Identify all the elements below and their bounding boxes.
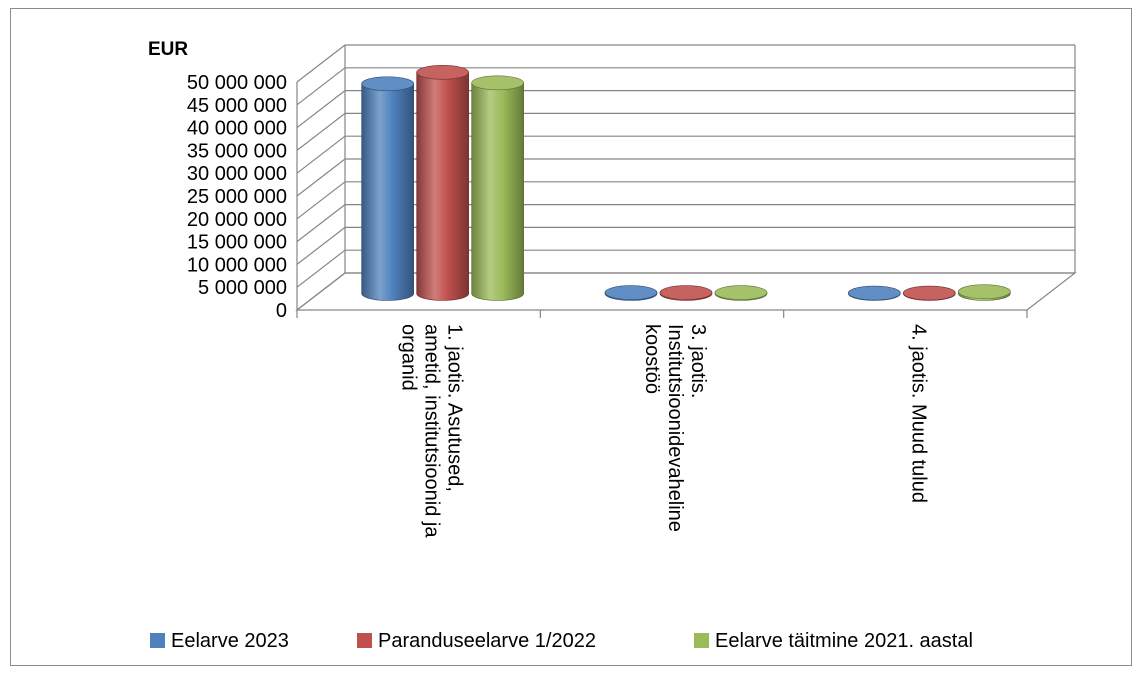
legend-label: Paranduseelarve 1/2022 bbox=[378, 630, 596, 652]
side-gridline bbox=[296, 204, 346, 243]
bar-top bbox=[361, 76, 414, 92]
bars bbox=[361, 65, 1011, 301]
bar bbox=[416, 65, 469, 301]
bar bbox=[471, 75, 524, 301]
bar-body bbox=[471, 82, 524, 301]
bar-top bbox=[416, 65, 469, 80]
side-gridline bbox=[296, 135, 346, 174]
side-gridline bbox=[296, 226, 346, 265]
legend-item: Paranduseelarve 1/2022 bbox=[357, 630, 596, 652]
y-unit-label: EUR bbox=[148, 39, 188, 60]
legend-label: Eelarve täitmine 2021. aastal bbox=[715, 630, 973, 652]
side-gridline bbox=[296, 90, 346, 129]
bar bbox=[903, 285, 956, 301]
bar bbox=[361, 76, 414, 301]
side-gridline bbox=[296, 249, 346, 288]
y-tick-label: 0 bbox=[276, 300, 287, 322]
y-tick-label: 40 000 000 bbox=[187, 118, 287, 140]
chart-frame bbox=[10, 8, 1132, 666]
side-gridline bbox=[296, 44, 346, 83]
bar bbox=[958, 284, 1011, 301]
side-gridline bbox=[296, 272, 346, 311]
y-tick-label: 35 000 000 bbox=[187, 140, 287, 162]
bar-top bbox=[848, 285, 901, 301]
legend-item: Eelarve täitmine 2021. aastal bbox=[694, 630, 973, 652]
bar bbox=[604, 285, 658, 301]
x-category-labels: 1. jaotis. Asutused,ametid, institutsioo… bbox=[398, 324, 930, 538]
bar bbox=[659, 285, 713, 301]
y-tick-label: 20 000 000 bbox=[187, 209, 287, 231]
legend: Eelarve 2023 Paranduseelarve 1/2022 Eelarv… bbox=[150, 630, 973, 652]
bar bbox=[848, 285, 901, 301]
x-category-label: ametid, institutsioonid ja bbox=[421, 324, 443, 538]
bar-top bbox=[471, 75, 524, 91]
legend-swatch bbox=[694, 633, 709, 648]
side-gridline bbox=[296, 112, 346, 151]
y-tick-label: 10 000 000 bbox=[187, 254, 287, 276]
bar-top bbox=[903, 285, 956, 301]
y-tick-label: 30 000 000 bbox=[187, 163, 287, 185]
x-category-label: Institutsioonidevaheline bbox=[664, 324, 686, 532]
side-gridline bbox=[296, 181, 346, 220]
bar bbox=[714, 285, 768, 301]
side-gridline bbox=[296, 67, 346, 106]
y-tick-label: 50 000 000 bbox=[187, 72, 287, 94]
x-category-label: 3. jaotis. bbox=[687, 324, 709, 398]
x-category-label: 1. jaotis. Asutused, bbox=[444, 324, 466, 492]
x-category-label: 4. jaotis. Muud tulud bbox=[907, 324, 929, 503]
y-tick-label: 25 000 000 bbox=[187, 186, 287, 208]
x-category-label: organid bbox=[398, 324, 420, 391]
bar-top bbox=[958, 284, 1011, 299]
side-gridline bbox=[296, 158, 346, 197]
bar-top bbox=[604, 285, 658, 300]
legend-item: Eelarve 2023 bbox=[150, 630, 289, 652]
legend-label: Eelarve 2023 bbox=[171, 630, 289, 652]
bar-body bbox=[416, 72, 469, 301]
y-tick-label: 5 000 000 bbox=[198, 277, 287, 299]
x-category-label: koostöö bbox=[641, 324, 663, 394]
bar-top bbox=[659, 285, 713, 300]
y-tick-label: 15 000 000 bbox=[187, 232, 287, 254]
legend-swatch bbox=[357, 633, 372, 648]
legend-swatch bbox=[150, 633, 165, 648]
bar-top bbox=[714, 285, 768, 300]
bar-body bbox=[361, 83, 414, 301]
y-tick-label: 45 000 000 bbox=[187, 95, 287, 117]
